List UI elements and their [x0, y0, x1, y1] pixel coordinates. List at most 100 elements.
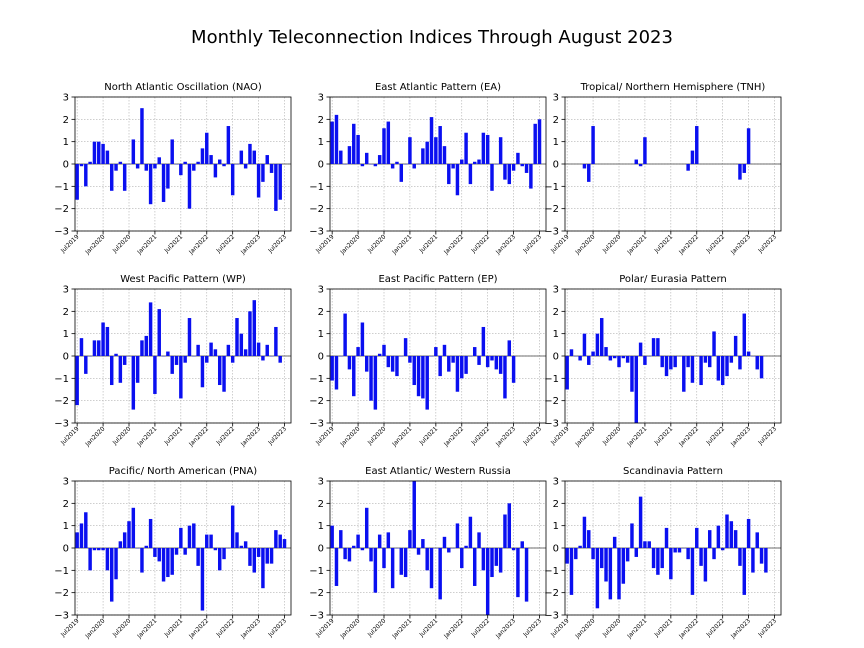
- bar: [196, 548, 200, 566]
- y-tick-label: 2: [318, 115, 324, 126]
- bar: [442, 344, 447, 356]
- panel-title: North Atlantic Oscillation (NAO): [104, 82, 262, 93]
- bar: [205, 356, 209, 363]
- bar: [485, 548, 490, 615]
- bar: [416, 548, 421, 555]
- bar: [261, 356, 265, 361]
- bar: [511, 356, 516, 383]
- bar: [122, 532, 127, 548]
- y-tick-label: −1: [54, 374, 69, 385]
- bar: [720, 548, 725, 551]
- x-tick-label: Jul2023: [756, 425, 778, 447]
- bar: [455, 356, 460, 392]
- bar: [729, 356, 734, 363]
- bar: [230, 164, 235, 196]
- bar: [690, 548, 695, 595]
- bar: [434, 137, 438, 164]
- bar: [599, 548, 604, 569]
- bar: [660, 356, 664, 368]
- bar: [591, 126, 595, 164]
- bar: [148, 302, 153, 356]
- x-tick-label: Jan2021: [625, 617, 648, 640]
- bar: [92, 141, 97, 164]
- x-tick-label: Jul2020: [601, 233, 623, 255]
- bar: [205, 534, 209, 548]
- bar: [472, 347, 477, 356]
- bar: [669, 548, 673, 580]
- y-tick-label: 3: [63, 477, 69, 488]
- bar: [217, 548, 222, 571]
- bar: [395, 161, 399, 164]
- x-tick-label: Jul2021: [418, 233, 440, 255]
- y-tick-label: 3: [318, 285, 324, 296]
- bar: [248, 548, 252, 566]
- bar: [239, 333, 244, 356]
- bar: [369, 548, 373, 562]
- bar: [451, 164, 455, 169]
- bar: [716, 525, 721, 548]
- bar: [604, 347, 608, 356]
- bar: [377, 534, 382, 548]
- bar: [217, 356, 222, 386]
- y-tick-label: 0: [318, 352, 324, 363]
- y-tick-label: 0: [318, 160, 324, 171]
- bar: [278, 164, 282, 200]
- bar: [477, 356, 481, 365]
- bar: [403, 548, 408, 578]
- x-tick-label: Jan2022: [677, 617, 700, 640]
- y-tick-label: 0: [318, 544, 324, 555]
- bar: [144, 164, 149, 171]
- bar: [75, 532, 79, 548]
- bar: [347, 146, 352, 164]
- bar: [265, 155, 269, 164]
- bar: [712, 331, 716, 356]
- bar: [97, 548, 101, 551]
- bar: [239, 150, 244, 164]
- y-tick-label: 3: [553, 285, 559, 296]
- bar: [565, 356, 569, 390]
- bar: [235, 318, 239, 356]
- bar: [390, 164, 395, 169]
- x-tick-label: Jan2022: [442, 425, 465, 448]
- y-tick-label: 0: [63, 160, 69, 171]
- bar: [140, 340, 144, 356]
- bar: [148, 164, 153, 205]
- x-tick-label: Jan2020: [83, 233, 106, 256]
- y-tick-label: −2: [309, 204, 324, 215]
- y-tick-label: −2: [54, 204, 69, 215]
- x-tick-label: Jul2022: [705, 233, 727, 255]
- bar: [84, 164, 88, 187]
- bar: [738, 164, 742, 180]
- bar: [174, 548, 179, 555]
- bar: [703, 356, 708, 363]
- x-tick-label: Jul2020: [601, 617, 623, 639]
- y-tick-label: 1: [63, 329, 69, 340]
- bar: [166, 548, 170, 578]
- bar: [105, 150, 110, 164]
- bar: [222, 356, 226, 392]
- bar: [105, 326, 110, 356]
- bar: [587, 164, 591, 182]
- y-tick-label: 2: [63, 499, 69, 510]
- bar: [638, 164, 643, 167]
- x-tick-label: Jan2023: [494, 233, 517, 256]
- bar: [686, 356, 690, 368]
- bar: [481, 132, 486, 164]
- bar: [239, 545, 244, 548]
- bar: [209, 534, 213, 548]
- bar: [403, 338, 408, 356]
- y-tick-label: 1: [63, 521, 69, 532]
- bar: [343, 548, 347, 560]
- bar: [144, 545, 149, 548]
- bar: [425, 548, 429, 571]
- bar: [612, 536, 617, 548]
- bar: [118, 541, 123, 548]
- bar: [643, 356, 647, 365]
- bar: [494, 356, 499, 370]
- bar: [707, 356, 712, 368]
- bar: [330, 356, 334, 381]
- x-tick-label: Jan2022: [187, 617, 210, 640]
- y-tick-label: 1: [318, 329, 324, 340]
- bar: [447, 356, 451, 372]
